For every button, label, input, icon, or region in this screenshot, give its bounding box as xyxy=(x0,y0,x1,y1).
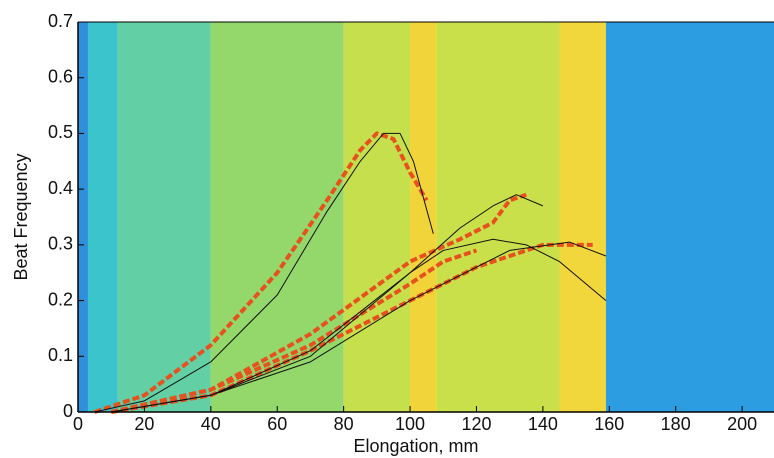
x-tick-label: 100 xyxy=(395,414,425,434)
x-tick-label: 180 xyxy=(661,414,691,434)
fit-curve xyxy=(94,132,434,413)
x-tick-label: 20 xyxy=(134,414,154,434)
x-tick-label: 160 xyxy=(594,414,624,434)
y-tick-label: 0 xyxy=(63,401,73,421)
peak-trace xyxy=(110,248,478,414)
x-tick-label: 0 xyxy=(73,414,83,434)
spectrogram-region xyxy=(436,22,560,412)
x-tick-label: 140 xyxy=(528,414,558,434)
y-tick-label: 0.3 xyxy=(48,234,73,254)
fit-curve xyxy=(111,194,544,413)
y-tick-label: 0.5 xyxy=(48,122,73,142)
x-tick-label: 80 xyxy=(334,414,354,434)
x-tick-label: 200 xyxy=(727,414,757,434)
y-tick-label: 0.1 xyxy=(48,345,73,365)
spectrogram-region xyxy=(78,22,88,412)
fit-curve xyxy=(111,238,607,413)
x-tick-label: 120 xyxy=(461,414,491,434)
x-tick-label: 60 xyxy=(267,414,287,434)
fit-curve xyxy=(111,241,607,413)
spectrogram-region xyxy=(343,22,411,412)
y-tick-label: 0.4 xyxy=(48,178,73,198)
spectrogram-region xyxy=(410,22,437,412)
x-axis-label: Elongation, mm xyxy=(353,436,478,456)
y-tick-label: 0.7 xyxy=(48,11,73,31)
x-tick-label: 40 xyxy=(201,414,221,434)
y-axis-label: Beat Frequency xyxy=(11,153,31,280)
spectrogram-region xyxy=(605,22,774,412)
spectrogram-region xyxy=(559,22,606,412)
peak-trace xyxy=(93,131,429,414)
spectrogram-region xyxy=(117,22,211,412)
y-tick-label: 0.6 xyxy=(48,66,73,86)
spectrogram-region xyxy=(87,22,118,412)
y-tick-label: 0.2 xyxy=(48,289,73,309)
